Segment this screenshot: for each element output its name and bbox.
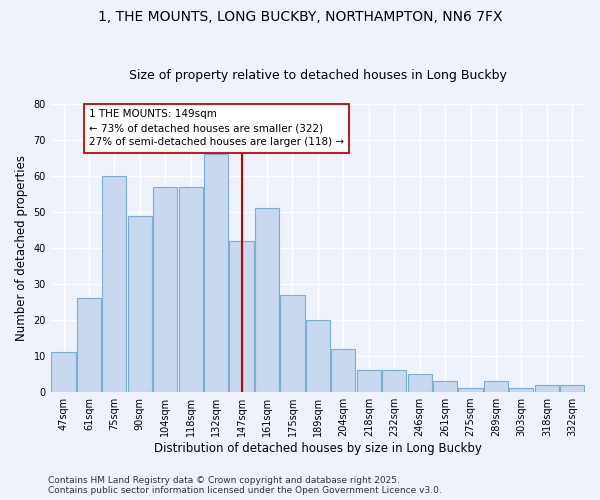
Bar bbox=[407, 374, 432, 392]
X-axis label: Distribution of detached houses by size in Long Buckby: Distribution of detached houses by size … bbox=[154, 442, 482, 455]
Bar bbox=[458, 388, 482, 392]
Bar bbox=[128, 216, 152, 392]
Bar bbox=[382, 370, 406, 392]
Bar bbox=[179, 187, 203, 392]
Title: Size of property relative to detached houses in Long Buckby: Size of property relative to detached ho… bbox=[129, 69, 507, 82]
Bar bbox=[484, 382, 508, 392]
Y-axis label: Number of detached properties: Number of detached properties bbox=[15, 155, 28, 341]
Bar bbox=[229, 241, 254, 392]
Bar bbox=[306, 320, 330, 392]
Bar bbox=[255, 208, 279, 392]
Bar bbox=[77, 298, 101, 392]
Bar bbox=[560, 385, 584, 392]
Bar bbox=[331, 349, 355, 392]
Bar bbox=[103, 176, 127, 392]
Text: Contains HM Land Registry data © Crown copyright and database right 2025.
Contai: Contains HM Land Registry data © Crown c… bbox=[48, 476, 442, 495]
Text: 1 THE MOUNTS: 149sqm
← 73% of detached houses are smaller (322)
27% of semi-deta: 1 THE MOUNTS: 149sqm ← 73% of detached h… bbox=[89, 110, 344, 148]
Bar bbox=[153, 187, 178, 392]
Text: 1, THE MOUNTS, LONG BUCKBY, NORTHAMPTON, NN6 7FX: 1, THE MOUNTS, LONG BUCKBY, NORTHAMPTON,… bbox=[98, 10, 502, 24]
Bar bbox=[509, 388, 533, 392]
Bar bbox=[356, 370, 381, 392]
Bar bbox=[204, 154, 228, 392]
Bar bbox=[433, 382, 457, 392]
Bar bbox=[52, 352, 76, 392]
Bar bbox=[280, 295, 305, 392]
Bar bbox=[535, 385, 559, 392]
